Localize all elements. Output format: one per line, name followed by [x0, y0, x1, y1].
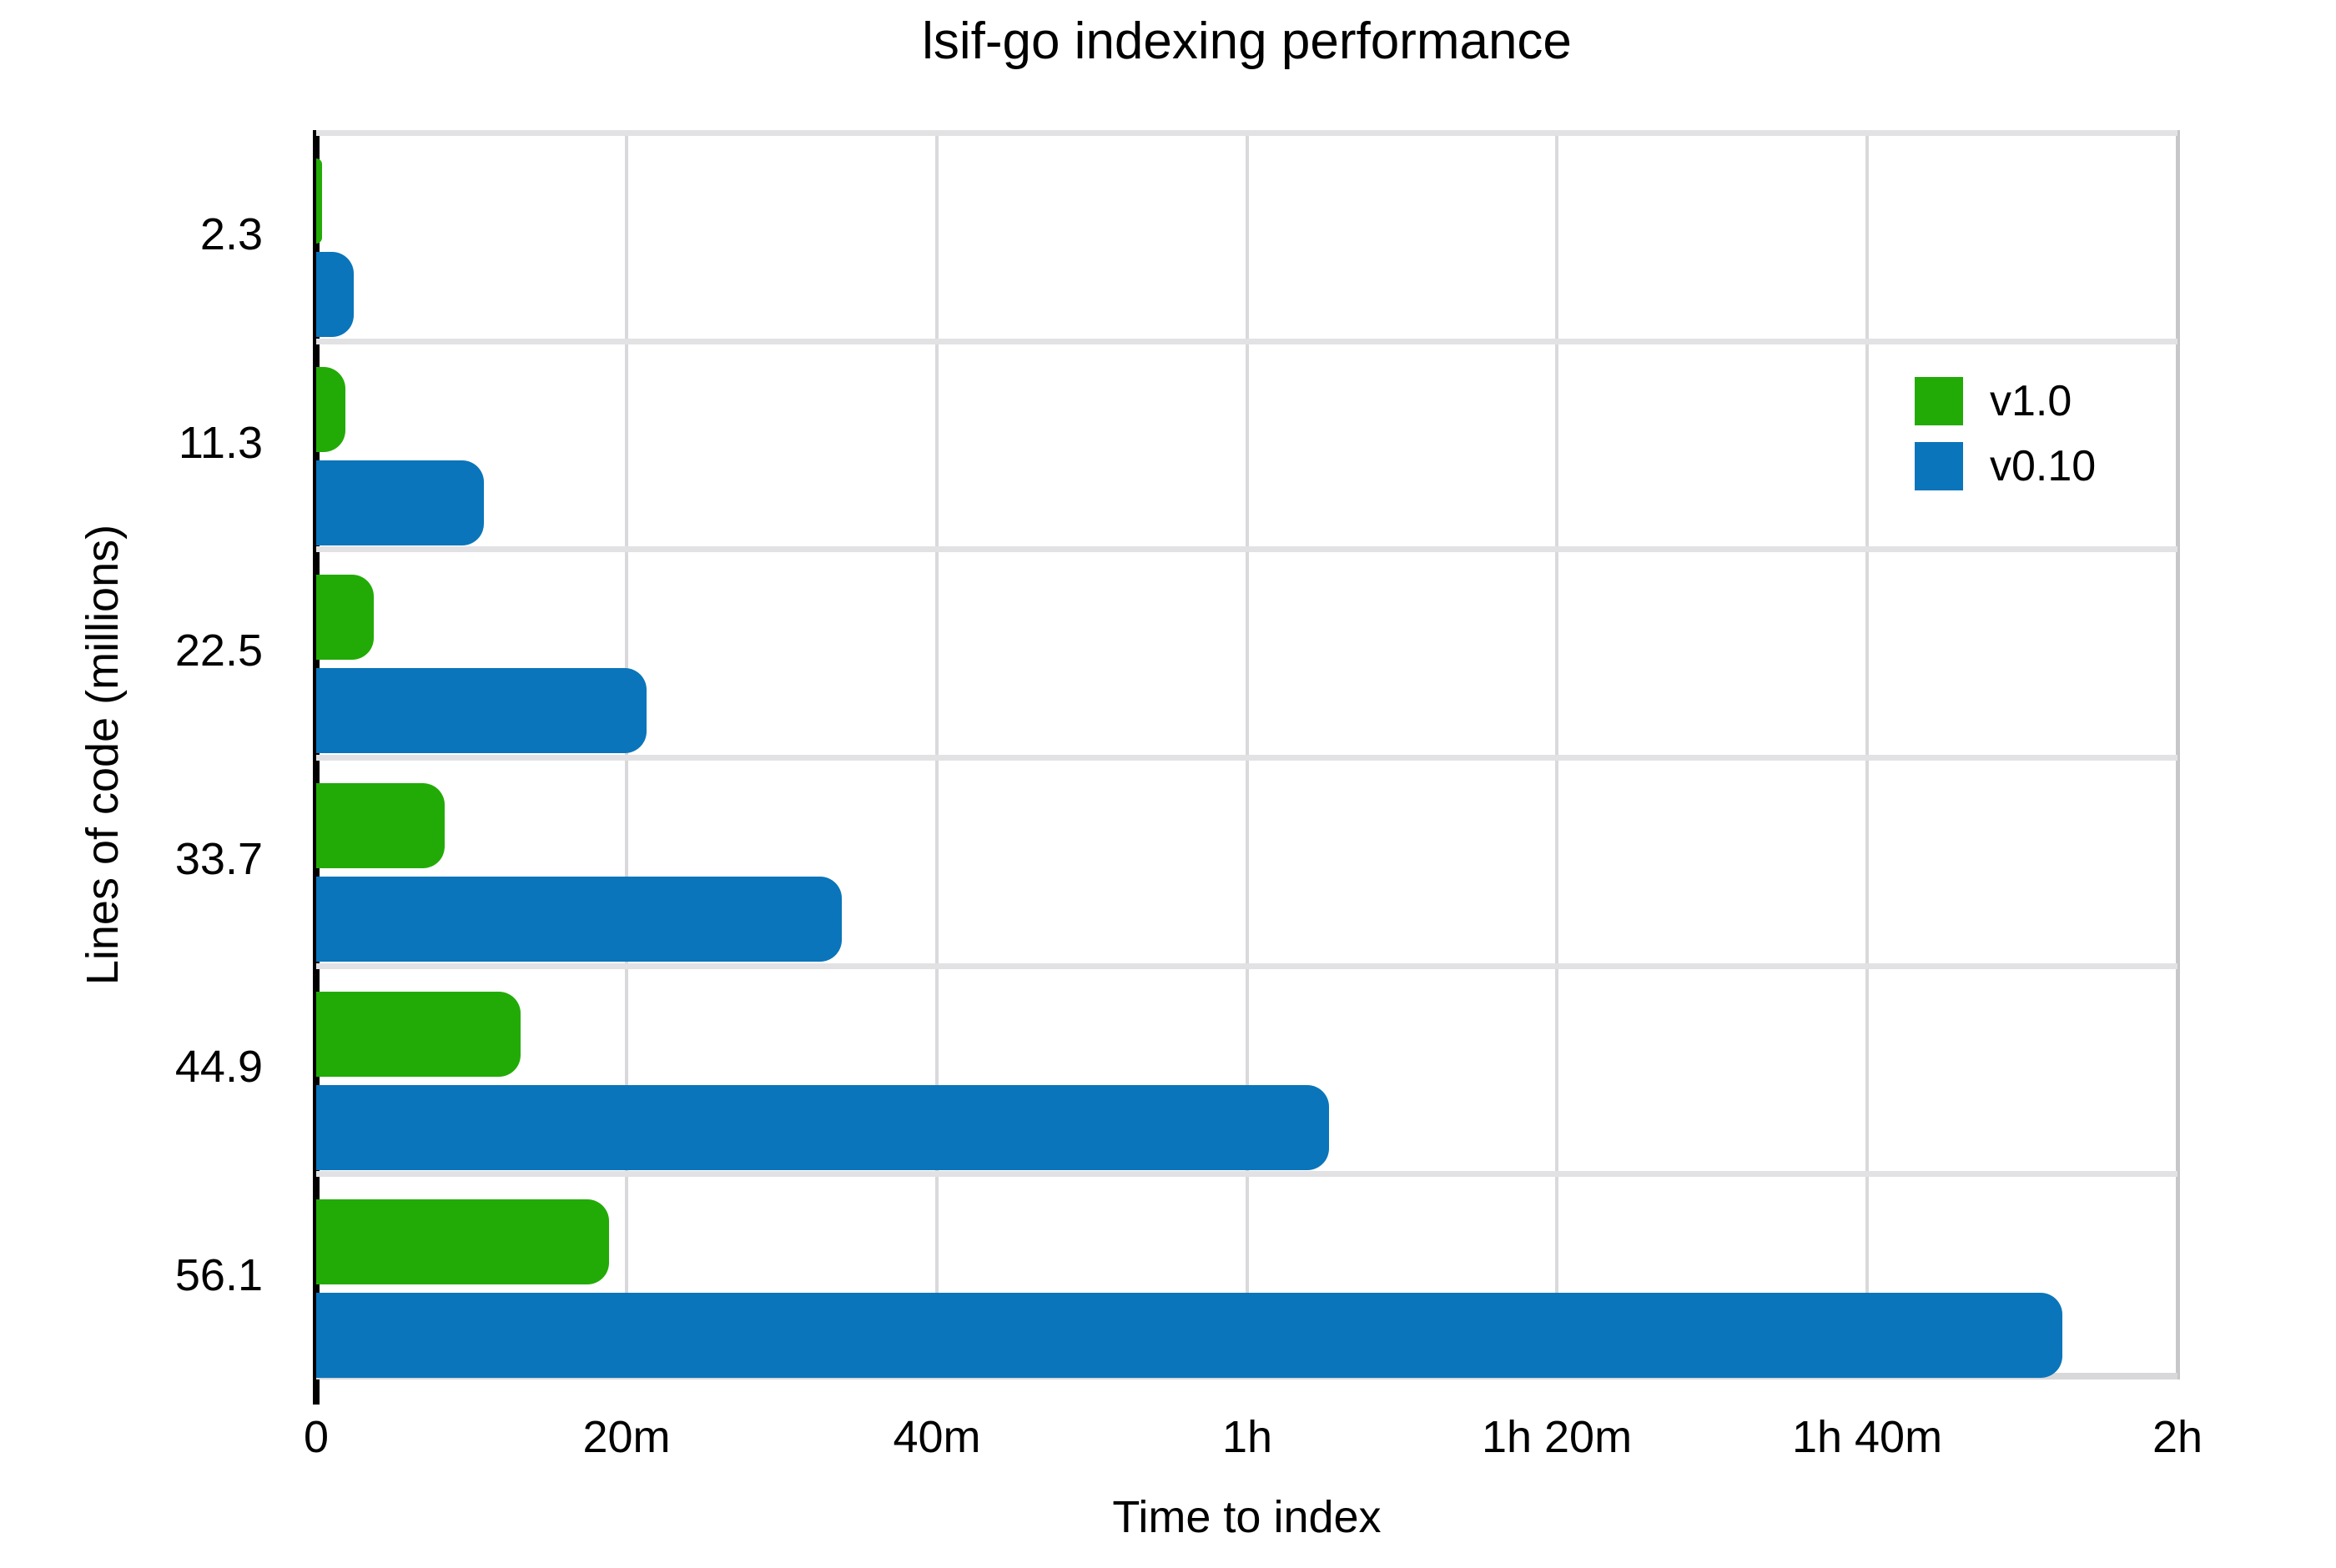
x-tick-label: 1h	[1221, 1412, 1273, 1462]
bar-v1.0-44.9M[interactable]	[316, 992, 521, 1077]
bar-v0.10-22.5M[interactable]	[316, 668, 647, 753]
plot-top-border	[316, 130, 2177, 136]
legend-item-v0.10[interactable]: v0.10	[1915, 442, 2096, 490]
chart-title: lsif-go indexing performance	[922, 13, 1572, 70]
legend-label: v0.10	[1990, 442, 2097, 490]
y-category-label: 22.5	[174, 626, 263, 676]
bar-v0.10-56.1M[interactable]	[316, 1293, 2062, 1378]
plot-area	[313, 130, 2180, 1405]
bar-v1.0-11.3M[interactable]	[316, 367, 345, 452]
y-category-label: 33.7	[174, 834, 263, 884]
gridline-x-2h	[2176, 130, 2180, 1380]
x-axis-title: Time to index	[1112, 1492, 1382, 1542]
legend-swatch-v0.10	[1915, 442, 1963, 490]
bar-v1.0-22.5M[interactable]	[316, 575, 374, 660]
row-separator	[316, 963, 2177, 969]
x-tick-label: 1h 20m	[1481, 1412, 1633, 1462]
bar-v1.0-2.3M[interactable]	[316, 158, 322, 244]
row-separator	[316, 546, 2177, 552]
bar-v0.10-2.3M[interactable]	[316, 252, 354, 337]
bar-v0.10-44.9M[interactable]	[316, 1085, 1329, 1170]
y-category-label: 56.1	[174, 1250, 263, 1300]
x-tick-label: 40m	[893, 1412, 981, 1462]
legend-label: v1.0	[1990, 377, 2072, 425]
row-separator	[316, 755, 2177, 761]
bar-v1.0-33.7M[interactable]	[316, 783, 445, 868]
x-tick-label: 2h	[2152, 1412, 2203, 1462]
legend-item-v1.0[interactable]: v1.0	[1915, 377, 2096, 425]
x-tick-label: 0	[303, 1412, 330, 1462]
bar-v0.10-33.7M[interactable]	[316, 877, 842, 962]
x-tick-label: 1h 40m	[1791, 1412, 1943, 1462]
y-category-label: 44.9	[174, 1042, 263, 1092]
y-axis-line	[313, 130, 320, 1405]
bar-v0.10-11.3M[interactable]	[316, 460, 484, 545]
row-separator	[316, 1171, 2177, 1177]
x-tick-label: 20m	[582, 1412, 671, 1462]
row-separator	[316, 339, 2177, 344]
legend: v1.0 v0.10	[1915, 377, 2096, 507]
y-category-label: 2.3	[199, 209, 263, 259]
y-category-label: 11.3	[178, 418, 263, 468]
bar-v1.0-56.1M[interactable]	[316, 1199, 609, 1284]
y-axis-title: Lines of code (millions)	[78, 524, 128, 986]
legend-swatch-v1.0	[1915, 377, 1963, 425]
